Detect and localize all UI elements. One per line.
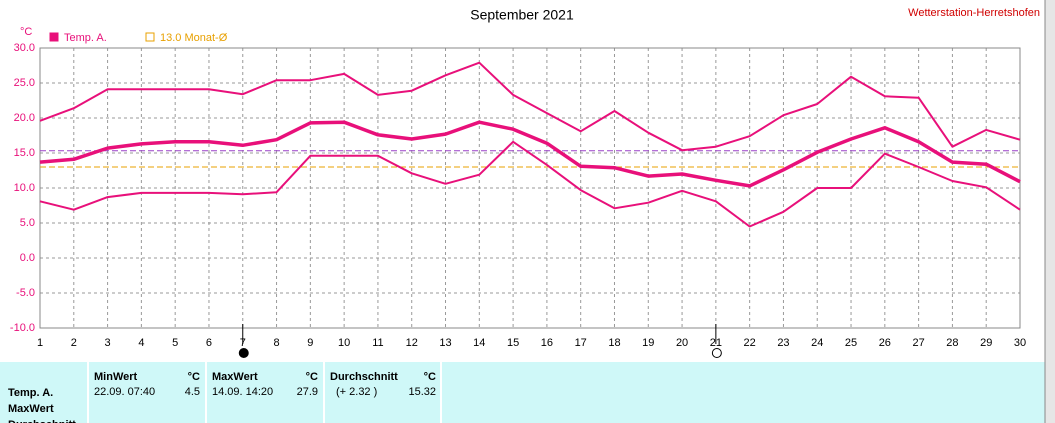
y-tick-label: 30.0 xyxy=(14,42,35,54)
x-tick-label: 19 xyxy=(642,337,654,349)
legend-swatch xyxy=(145,32,155,42)
temp-line xyxy=(39,120,1021,188)
x-tick-label: 6 xyxy=(206,337,212,349)
chart-title: September 2021 xyxy=(470,7,574,23)
x-tick-label: 26 xyxy=(879,337,891,349)
col-value: 27.9 xyxy=(297,386,318,398)
x-tick-label: 24 xyxy=(811,337,823,349)
col-when: (+ 2.32 ) xyxy=(336,386,377,398)
x-tick-label: 20 xyxy=(676,337,688,349)
station: Wetterstation-Herretshofen xyxy=(908,7,1040,19)
x-tick-label: 22 xyxy=(744,337,756,349)
y-unit: °C xyxy=(20,26,32,38)
x-tick-label: 27 xyxy=(912,337,924,349)
x-tick-label: 30 xyxy=(1014,337,1026,349)
row-label: Durchschnitt xyxy=(8,419,76,423)
y-tick-label: 0.0 xyxy=(20,252,35,264)
x-tick-label: 5 xyxy=(172,337,178,349)
y-tick-label: 20.0 xyxy=(14,112,35,124)
y-tick-label: -10.0 xyxy=(10,322,35,334)
y-tick-label: 5.0 xyxy=(20,217,35,229)
col-unit: °C xyxy=(424,371,436,383)
row-label: Temp. A. xyxy=(8,387,53,399)
window-edge xyxy=(1045,0,1055,423)
col-value: 15.32 xyxy=(408,386,436,398)
x-tick-label: 10 xyxy=(338,337,350,349)
x-tick-label: 11 xyxy=(372,337,383,349)
x-tick-label: 17 xyxy=(575,337,587,349)
x-tick-label: 9 xyxy=(307,337,313,349)
col-value: 4.5 xyxy=(185,386,200,398)
legend-label: Temp. A. xyxy=(64,32,107,44)
x-tick-label: 1 xyxy=(37,337,43,349)
col-when: 22.09. 07:40 xyxy=(94,386,155,398)
x-tick-label: 15 xyxy=(507,337,519,349)
y-tick-label: 25.0 xyxy=(14,77,35,89)
x-tick-label: 13 xyxy=(439,337,451,349)
col-header: MinWert xyxy=(94,371,138,383)
table-bg xyxy=(0,362,1045,423)
col-header: MaxWert xyxy=(212,371,258,383)
y-tick-label: -5.0 xyxy=(16,287,35,299)
col-unit: °C xyxy=(188,371,200,383)
x-tick-label: 8 xyxy=(273,337,279,349)
x-tick-label: 23 xyxy=(777,337,789,349)
col-header: Durchschnitt xyxy=(330,371,398,383)
x-tick-label: 12 xyxy=(406,337,418,349)
temp-line xyxy=(39,61,1021,152)
col-unit: °C xyxy=(306,371,318,383)
x-tick-label: 3 xyxy=(105,337,111,349)
x-tick-label: 25 xyxy=(845,337,857,349)
plot-frame xyxy=(39,47,1021,329)
legend-swatch xyxy=(49,32,59,42)
legend-label: 13.0 Monat-Ø xyxy=(160,32,228,44)
col-when: 14.09. 14:20 xyxy=(212,386,273,398)
x-tick-label: 14 xyxy=(473,337,485,349)
y-tick-label: 10.0 xyxy=(14,182,35,194)
moon-marker xyxy=(238,348,249,358)
x-tick-label: 4 xyxy=(138,337,144,349)
temp-line xyxy=(39,140,1021,228)
x-tick-label: 28 xyxy=(946,337,958,349)
x-tick-label: 18 xyxy=(608,337,620,349)
x-tick-label: 2 xyxy=(71,337,77,349)
row-label: MaxWert xyxy=(8,403,54,415)
moon-marker xyxy=(711,348,722,358)
y-tick-label: 15.0 xyxy=(14,147,35,159)
x-tick-label: 16 xyxy=(541,337,553,349)
x-tick-label: 29 xyxy=(980,337,992,349)
